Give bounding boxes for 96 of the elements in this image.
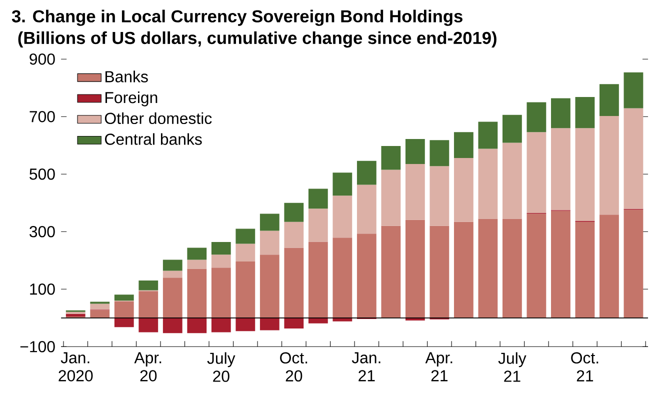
bar (308, 188, 328, 209)
bar (187, 248, 207, 260)
bar (236, 244, 256, 262)
bar (405, 164, 425, 220)
bar (624, 108, 644, 210)
bar (260, 318, 280, 330)
bar (430, 140, 450, 166)
bar (236, 318, 256, 332)
bar (356, 234, 376, 318)
x-tick-label: Oct. 21 (571, 352, 598, 382)
bar (66, 314, 86, 317)
bar (187, 318, 207, 334)
bar (211, 242, 231, 255)
bar (114, 294, 134, 301)
bar (405, 139, 425, 164)
y-tick-label: 300 (30, 226, 55, 238)
bar (284, 222, 304, 248)
x-tick-label: July 21 (498, 352, 526, 382)
bar (356, 184, 376, 234)
bar (187, 268, 207, 318)
bar (454, 158, 474, 222)
bar (381, 226, 401, 318)
bar (624, 72, 644, 108)
bar (454, 222, 474, 318)
bar (138, 291, 158, 318)
y-tick-label: 900 (30, 54, 55, 65)
chart-title: 3. Change in Local Currency Sovereign Bond Holdings (12, 10, 462, 26)
bar (356, 161, 376, 185)
bar (405, 220, 425, 318)
bar (236, 228, 256, 244)
x-tick-label: Apr. 21 (425, 352, 452, 382)
bar (284, 203, 304, 222)
legend-label: Foreign (106, 92, 158, 107)
bar (162, 318, 182, 334)
bar (308, 208, 328, 242)
bar (211, 268, 231, 318)
bar (138, 318, 158, 332)
bar (211, 254, 231, 268)
bar (114, 301, 134, 318)
bar (260, 230, 280, 255)
bar (551, 211, 570, 318)
bar (90, 304, 110, 310)
bar (430, 166, 450, 226)
legend-label: Other domestic (104, 112, 212, 124)
bar (478, 218, 498, 318)
bar (260, 254, 280, 318)
bar (502, 142, 522, 219)
y-tick-label: −100 (20, 341, 55, 352)
bar (308, 242, 328, 318)
bar (575, 128, 595, 222)
bar (624, 210, 644, 318)
bar (600, 214, 619, 318)
bar (526, 132, 546, 214)
bar (575, 97, 595, 128)
y-tick-label: 100 (30, 284, 55, 295)
bar (478, 148, 498, 219)
bar (502, 218, 522, 318)
bar (600, 84, 619, 116)
bar (138, 280, 158, 290)
bar (332, 196, 352, 238)
bar (381, 146, 401, 170)
bar (551, 128, 570, 210)
bar (308, 318, 328, 324)
bar (211, 318, 231, 332)
bar (187, 260, 207, 269)
bar (575, 222, 595, 318)
legend-label: Central banks (105, 133, 202, 146)
bar (502, 115, 522, 143)
bar (162, 270, 182, 278)
x-tick-label: Apr. 20 (134, 352, 162, 382)
bar (162, 278, 182, 318)
bar (284, 318, 304, 329)
bar (114, 318, 134, 328)
bar (526, 102, 546, 132)
legend-label: Banks (106, 70, 148, 83)
bar (90, 310, 110, 318)
bar (162, 260, 182, 271)
y-tick-label: 700 (30, 111, 55, 122)
bar (478, 122, 498, 149)
x-tick-label: July 20 (207, 352, 236, 382)
bar (284, 248, 304, 318)
y-tick-label: 500 (30, 168, 55, 180)
bar (600, 116, 619, 215)
bar (332, 172, 352, 196)
chart-subtitle: (Billions of US dollars, cumulative change since end-2019) (18, 32, 496, 48)
bar (430, 226, 450, 318)
x-tick-label: Oct. 20 (280, 352, 308, 382)
bar (332, 238, 352, 318)
x-tick-label: Jan. 21 (352, 352, 380, 382)
bar (260, 214, 280, 231)
bar (381, 170, 401, 226)
bar (454, 132, 474, 158)
x-tick-label: Jan. 2020 (58, 352, 93, 382)
bar (526, 214, 546, 318)
bar (551, 98, 570, 128)
bar (236, 262, 256, 318)
